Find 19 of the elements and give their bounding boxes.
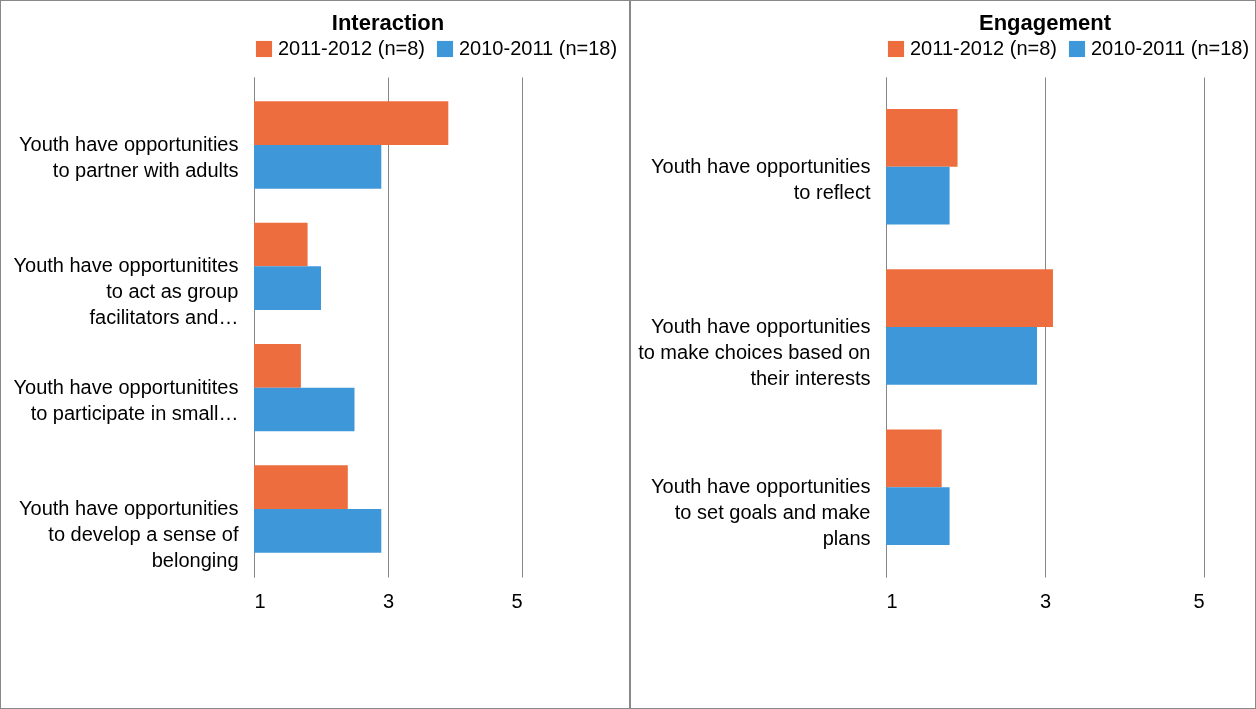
x-tick-label: 1 xyxy=(254,589,266,612)
legend-label: 2011-2012 (n=8) xyxy=(277,37,425,59)
x-tick-label: 5 xyxy=(1192,589,1204,612)
legend-label: 2010-2011 (n=18) xyxy=(458,37,617,59)
x-tick-label: 3 xyxy=(382,589,394,612)
legend-label: 2010-2011 (n=18) xyxy=(1090,37,1249,59)
y-tick-label: Youth have opportunitites to participate in small… xyxy=(13,375,238,424)
x-tick-label: 1 xyxy=(886,589,898,612)
y-tick-label: Youth have opportunities to develop a sense of belonging xyxy=(18,497,239,572)
legend-label: 2011-2012 (n=8) xyxy=(909,37,1057,59)
chart-title: Interaction xyxy=(331,10,444,35)
y-tick-label: Youth have opportunities to make choices based on their interests xyxy=(637,315,870,389)
chart-title: Engagement xyxy=(978,10,1112,35)
x-tick-label: 3 xyxy=(1039,589,1051,612)
y-tick-label: Youth have opportunities to reflect xyxy=(650,154,871,203)
y-tick-label: Youth have opportunities to set goals and make plans xyxy=(650,475,870,550)
x-tick-label: 5 xyxy=(510,589,522,612)
y-tick-label: Youth have opportunitites to act as group facilitators and… xyxy=(13,254,238,329)
y-tick-label: Youth have opportunities to partner with adults xyxy=(18,132,238,181)
